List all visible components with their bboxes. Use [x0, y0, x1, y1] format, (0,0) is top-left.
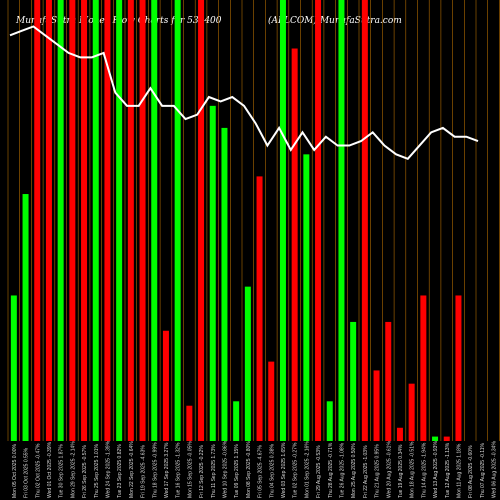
bar-up [92, 0, 99, 441]
bar-down [291, 48, 298, 441]
bar-up [10, 295, 17, 441]
bar-down [186, 405, 193, 441]
bar-up [350, 321, 357, 441]
x-axis-labels: Mon 05 Oct 2025 0.00% Fri 03 Oct 2025 0.5… [12, 440, 498, 498]
bar-down [256, 176, 263, 441]
x-tick-label: Tue 12 Aug 2025 -1.13% [445, 442, 451, 498]
bar-down [81, 0, 88, 441]
x-tick-label: Mon 25 Aug 2025 0.50% [351, 443, 357, 498]
bar-up [233, 401, 240, 441]
bar-up [244, 286, 251, 441]
bar-up [279, 0, 286, 441]
x-tick-label: Tue 09 Sep 2025 1.15% [234, 444, 240, 498]
x-tick-label: Fri 12 Sep 2025 -0.22% [199, 445, 205, 498]
x-tick-label: Wed 03 Sep 2025 1.65% [281, 442, 287, 498]
x-tick-label: Fri 05 Sep 2025 -4.67% [258, 445, 264, 498]
bar-down [69, 0, 76, 441]
x-tick-label: Mon 15 Sep 2025 -0.05% [187, 441, 193, 498]
x-tick-label: Thu 11 Sep 2025 1.73% [211, 444, 217, 498]
x-tick-label: Fri 26 Sep 2025 -0.57% [82, 445, 88, 498]
x-tick-label: Thu 14 Aug 2025 -1.94% [421, 442, 427, 498]
bar-up [209, 105, 216, 441]
x-tick-label: Fri 03 Oct 2025 0.55% [24, 447, 30, 498]
bar-up [432, 436, 439, 441]
x-tick-label: Mon 29 Sep 2025 -2.14% [70, 441, 76, 498]
x-tick-label: Wed 10 Sep 2025 -0.86% [222, 440, 228, 498]
line-series [9, 25, 479, 160]
bar-down [268, 361, 275, 441]
x-tick-label: Mon 01 Sep 2025 -2.16% [304, 441, 310, 498]
x-tick-label: Mon 08 Sep 2025 -0.80% [246, 441, 252, 498]
bar-down [139, 0, 146, 441]
bar-down [315, 0, 322, 441]
x-tick-label: Wed 17 Sep 2025 3.27% [164, 442, 170, 498]
grid-lines [7, 0, 500, 441]
bar-up [338, 0, 345, 441]
x-tick-label: Thu 04 Sep 2025 0.38% [269, 444, 275, 498]
bar-up [221, 127, 228, 441]
bar-down [396, 427, 403, 441]
bar-up [326, 401, 333, 441]
x-tick-label: Thu 25 Sep 2025 1.01% [94, 444, 100, 498]
bar-series [10, 0, 462, 441]
bar-down [127, 0, 134, 441]
bar-down [443, 436, 450, 441]
money-flow-line [9, 25, 479, 160]
bar-down [455, 295, 462, 441]
x-tick-label: Thu 28 Aug 2025 -0.71% [328, 442, 334, 498]
x-tick-label: Mon 05 Oct 2025 0.00% [12, 444, 18, 498]
x-tick-label: Wed 01 Oct 2025 -0.39% [47, 441, 53, 498]
bar-down [361, 0, 368, 441]
bar-up [174, 0, 181, 441]
bar-down [385, 321, 392, 441]
bar-down [373, 370, 380, 441]
x-tick-label: Fri 08 Aug 2025 -0.60% [468, 445, 474, 498]
x-tick-label: Mon 18 Aug 2025 -0.51% [410, 441, 416, 498]
x-tick-label: Tue 26 Aug 2025 -1.08% [339, 442, 345, 498]
x-tick-label: Wed 13 Aug 2025 -0.93% [433, 441, 439, 498]
x-tick-label: Mon 11 Aug 2025 1.18% [456, 443, 462, 498]
x-tick-label: Wed 24 Sep 2025 -1.39% [105, 440, 111, 498]
x-tick-label: Wed 20 Aug 2025 -0.61% [386, 441, 392, 498]
bar-down [198, 0, 205, 441]
bar-up [57, 0, 64, 441]
bar-down [34, 0, 41, 441]
x-tick-label: Thu 02 Oct 2025 -0.47% [35, 443, 41, 498]
bar-up [303, 154, 310, 441]
x-tick-label: Fri 19 Sep 2025 -4.63% [141, 445, 147, 498]
x-tick-label: Thu 07 Aug 2025 -0.11% [480, 442, 486, 498]
x-tick-label: Fri 29 Aug 2025 -0.53% [316, 445, 322, 498]
bar-down [104, 0, 111, 441]
x-tick-label: Thu 21 Aug 2025 0.95% [375, 444, 381, 498]
x-tick-label: Tue 16 Sep 2025 -1.32% [176, 442, 182, 498]
bar-up [22, 194, 29, 441]
x-tick-label: Mon 22 Sep 2025 -0.64% [129, 441, 135, 498]
x-tick-label: Wed 06 Aug 2025 -0.34% [492, 441, 498, 498]
x-tick-label: Thu 18 Sep 2025 -0.99% [152, 442, 158, 498]
bar-up [151, 0, 158, 441]
bar-up [116, 0, 123, 441]
x-tick-label: Fri 22 Aug 2025 -1.03% [363, 445, 369, 498]
bar-down [420, 295, 427, 441]
bar-down [408, 383, 415, 441]
header-right-text: (ALLCOM) MunafaSutra.com [268, 16, 402, 26]
x-tick-label: Tue 02 Sep 2025 -0.27% [293, 442, 299, 498]
x-tick-label: Tue 30 Sep 2025 1.87% [59, 444, 65, 498]
bar-down [45, 0, 52, 441]
bar-down [162, 330, 169, 441]
x-tick-label: Tue 19 Aug 2025 0.34% [398, 444, 404, 498]
x-tick-label: Tue 23 Sep 2025 0.82% [117, 444, 123, 498]
